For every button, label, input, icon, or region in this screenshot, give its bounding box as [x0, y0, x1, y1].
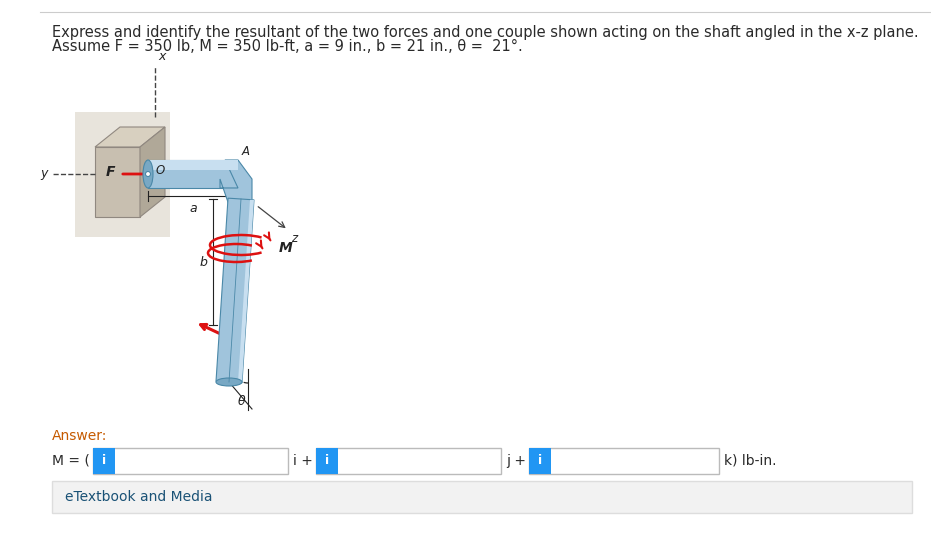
Ellipse shape — [145, 172, 151, 177]
Text: Express and identify the resultant of the two forces and one couple shown acting: Express and identify the resultant of th… — [52, 25, 919, 40]
Text: O: O — [156, 164, 165, 178]
Polygon shape — [216, 198, 254, 383]
Text: i +: i + — [293, 454, 313, 468]
Text: b: b — [199, 256, 207, 268]
Ellipse shape — [143, 160, 153, 188]
Text: θ: θ — [238, 395, 246, 408]
Text: i: i — [325, 455, 329, 467]
Text: Answer:: Answer: — [52, 429, 107, 443]
FancyBboxPatch shape — [93, 448, 288, 474]
Polygon shape — [140, 127, 165, 217]
Text: a: a — [189, 202, 196, 215]
Text: F: F — [105, 165, 115, 179]
Text: M: M — [279, 241, 292, 255]
Text: A: A — [242, 145, 250, 158]
Text: i: i — [538, 455, 542, 467]
FancyBboxPatch shape — [316, 448, 338, 474]
Text: x: x — [158, 50, 166, 63]
Text: j +: j + — [506, 454, 526, 468]
Text: z: z — [291, 232, 297, 245]
FancyBboxPatch shape — [93, 448, 115, 474]
Text: eTextbook and Media: eTextbook and Media — [65, 490, 212, 504]
Polygon shape — [148, 160, 238, 170]
FancyBboxPatch shape — [529, 448, 551, 474]
Text: F: F — [230, 357, 240, 371]
FancyBboxPatch shape — [529, 448, 719, 474]
Text: Assume F = 350 lb, M = 350 lb-ft, a = 9 in., b = 21 in., θ =  21°.: Assume F = 350 lb, M = 350 lb-ft, a = 9 … — [52, 39, 522, 54]
Polygon shape — [75, 112, 170, 237]
FancyBboxPatch shape — [316, 448, 501, 474]
Text: y: y — [41, 168, 48, 180]
Polygon shape — [95, 147, 140, 217]
Text: k) lb-in.: k) lb-in. — [724, 454, 776, 468]
Text: i: i — [101, 455, 106, 467]
Polygon shape — [220, 160, 252, 208]
Text: M = (: M = ( — [52, 454, 90, 468]
FancyBboxPatch shape — [52, 481, 912, 513]
Polygon shape — [238, 200, 254, 383]
Ellipse shape — [216, 378, 242, 386]
Polygon shape — [95, 127, 165, 147]
Polygon shape — [148, 160, 238, 188]
